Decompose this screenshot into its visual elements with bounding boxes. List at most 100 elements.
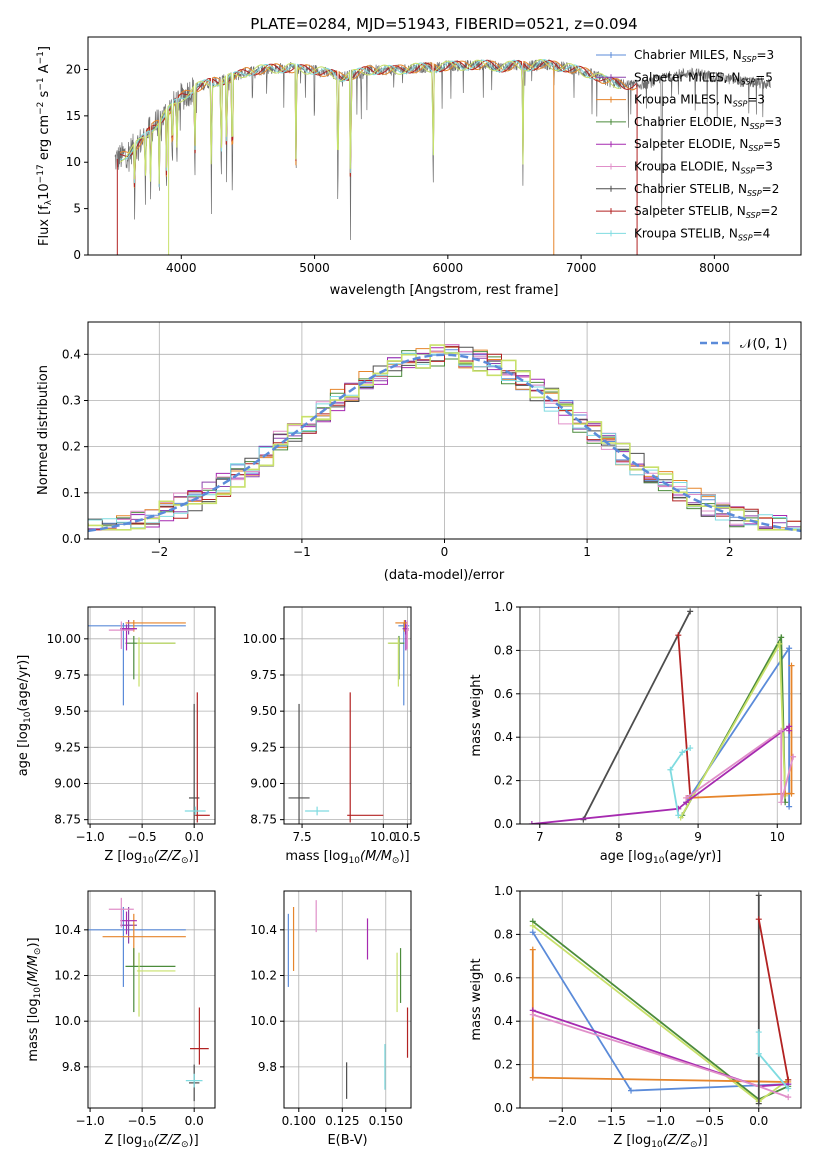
- legend-label-sub: SSP: [741, 167, 756, 176]
- legend-label-text: Chabrier STELIB, N: [634, 182, 747, 196]
- weight-marker: [529, 946, 536, 953]
- legend-label-text: Salpeter ELODIE, N: [634, 137, 748, 151]
- legend-label-2: Kroupa MILES, NSSP=3: [634, 93, 765, 109]
- weight-marker: [683, 794, 690, 801]
- ytick-label: 10.00: [243, 632, 277, 646]
- ytick-label: 0.2: [494, 774, 513, 788]
- ylabel-part: ⊙: [33, 948, 43, 956]
- weight-marker: [785, 1085, 792, 1092]
- xtick-label: 0.125: [325, 1114, 359, 1128]
- residual-ylabel: Normed distribution: [36, 365, 51, 495]
- spectrum-ylabel: Flux [fλ10−17 erg cm−2 s−1 A−1]: [36, 46, 54, 246]
- residual-histogram: [88, 344, 801, 531]
- legend-label-3: Chabrier ELODIE, NSSP=3: [634, 115, 782, 131]
- ytick-label: 10.2: [54, 969, 81, 983]
- xtick-label: −0.5: [695, 1114, 724, 1128]
- ylabel-part: )]: [26, 937, 41, 947]
- xtick-label: 8: [615, 830, 623, 844]
- weight-marker: [776, 640, 783, 647]
- spectrum-model-line: [119, 59, 621, 184]
- xtick-label: 9: [694, 830, 702, 844]
- weight-marker: [679, 749, 686, 756]
- legend-label-sub: SSP: [738, 233, 753, 242]
- xlabel-part: 10: [349, 856, 361, 866]
- legend-label-n: =3: [764, 115, 782, 129]
- legend-label-n: =4: [753, 226, 771, 240]
- weight-marker: [778, 799, 785, 806]
- ylabel: mass weight: [469, 958, 484, 1040]
- figure-title: PLATE=0284, MJD=51943, FIBERID=0521, z=0…: [250, 15, 637, 33]
- ytick-label: 9.25: [250, 740, 277, 754]
- weight-line: [685, 728, 794, 803]
- residual-legend: 𝒩(0, 1): [700, 337, 787, 352]
- xlabel-part: ⊙: [392, 856, 400, 866]
- ytick-label: 0.0: [494, 817, 513, 831]
- xlabel-part: ⊙: [181, 856, 189, 866]
- ytick-label: 10.0: [250, 1014, 277, 1028]
- ytick-label: 10.4: [250, 923, 277, 937]
- legend-label-5: Kroupa ELODIE, NSSP=3: [634, 160, 773, 176]
- axes-frame: [87, 606, 216, 825]
- weight-marker: [667, 766, 674, 773]
- xtick-label: 0.0: [185, 830, 204, 844]
- residual-xlabel: (data-model)/error: [384, 568, 505, 583]
- legend-label-text: Kroupa STELIB, N: [634, 226, 738, 240]
- xlabel: E(B-V): [327, 1133, 367, 1148]
- ylabel-part: age [log: [16, 723, 31, 776]
- ytick-label: 9.25: [54, 740, 81, 754]
- ylabel-part: mass [log: [26, 998, 41, 1061]
- residual-ytick-label: 0.0: [62, 532, 81, 546]
- xlabel-part: )]: [698, 1133, 708, 1148]
- residual-histogram: [88, 346, 801, 531]
- ytick-label: 0.0: [494, 1101, 513, 1115]
- xlabel-part: mass [log: [285, 849, 348, 864]
- legend-label-text: Chabrier ELODIE, N: [634, 115, 750, 129]
- data-layer: [528, 608, 797, 824]
- mass-vs-ebv-panel: 0.100 0.125 0.150 9.8 10.0 10.2 10.4 E(B-V): [250, 890, 412, 1148]
- ylabel-part: 10: [33, 987, 43, 999]
- residual-xtick-label: 2: [726, 545, 734, 559]
- residual-xtick-label: −2: [150, 545, 168, 559]
- weight-line: [685, 645, 790, 807]
- ytick-label: 0.6: [494, 971, 513, 985]
- ytick-label: 9.8: [258, 1060, 277, 1074]
- ylabel: age [log10(age/yr)]: [16, 655, 33, 777]
- weight-marker: [786, 803, 793, 810]
- spectrum-ytick-label: 5: [73, 202, 81, 216]
- legend-label-sub: SSP: [741, 77, 756, 86]
- weight-line: [677, 635, 692, 796]
- xlabel-part: Z [log: [104, 1133, 142, 1148]
- ytick-label: 0.4: [494, 1014, 513, 1028]
- legend-label-sub: SSP: [746, 211, 761, 220]
- legend-label-text: Salpeter MILES, N: [634, 70, 741, 84]
- mass-vs-Z-panel: −1.0 −0.5 0.09.810.010.210.4Z [log10(Z/Z⊙)…: [26, 890, 216, 1150]
- ylabel: mass [log10(M/M⊙)]: [26, 937, 43, 1061]
- weight-marker: [788, 662, 795, 669]
- weight-marker: [755, 1050, 762, 1057]
- residual-panel: −2 −1 0 1 2 0.0 0.1 0.2 0.3 0.4 (data-model)/erro…: [36, 321, 802, 583]
- xtick-label: −1.0: [646, 1114, 675, 1128]
- spectrum-xtick-label: 4000: [166, 261, 197, 275]
- xlabel-part: (Z/Z: [663, 1133, 691, 1148]
- xlabel-part: (Z/Z: [154, 849, 182, 864]
- legend-label-8: Kroupa STELIB, NSSP=4: [634, 226, 770, 242]
- weight-line: [582, 610, 692, 821]
- ytick-label: 9.75: [54, 668, 81, 682]
- xlabel-part: Z [log: [104, 849, 142, 864]
- legend-label-sub: SSP: [733, 100, 748, 109]
- weight-marker: [790, 753, 797, 760]
- legend-label-n: =5: [763, 137, 781, 151]
- ytick-label: 0.2: [494, 1058, 513, 1072]
- gauss-legend-label: 𝒩(0, 1): [740, 337, 787, 352]
- spectrum-xtick-label: 7000: [566, 261, 597, 275]
- xtick-label: −0.5: [128, 830, 157, 844]
- weight-marker: [675, 632, 682, 639]
- spectrum-model-line: [119, 60, 637, 188]
- weight-marker: [528, 821, 535, 824]
- legend-label-n: =3: [747, 93, 765, 107]
- xlabel: Z [log10(Z/Z⊙)]: [613, 1133, 707, 1150]
- weight-marker: [755, 892, 762, 899]
- xlabel-part: (age/yr)]: [664, 849, 721, 864]
